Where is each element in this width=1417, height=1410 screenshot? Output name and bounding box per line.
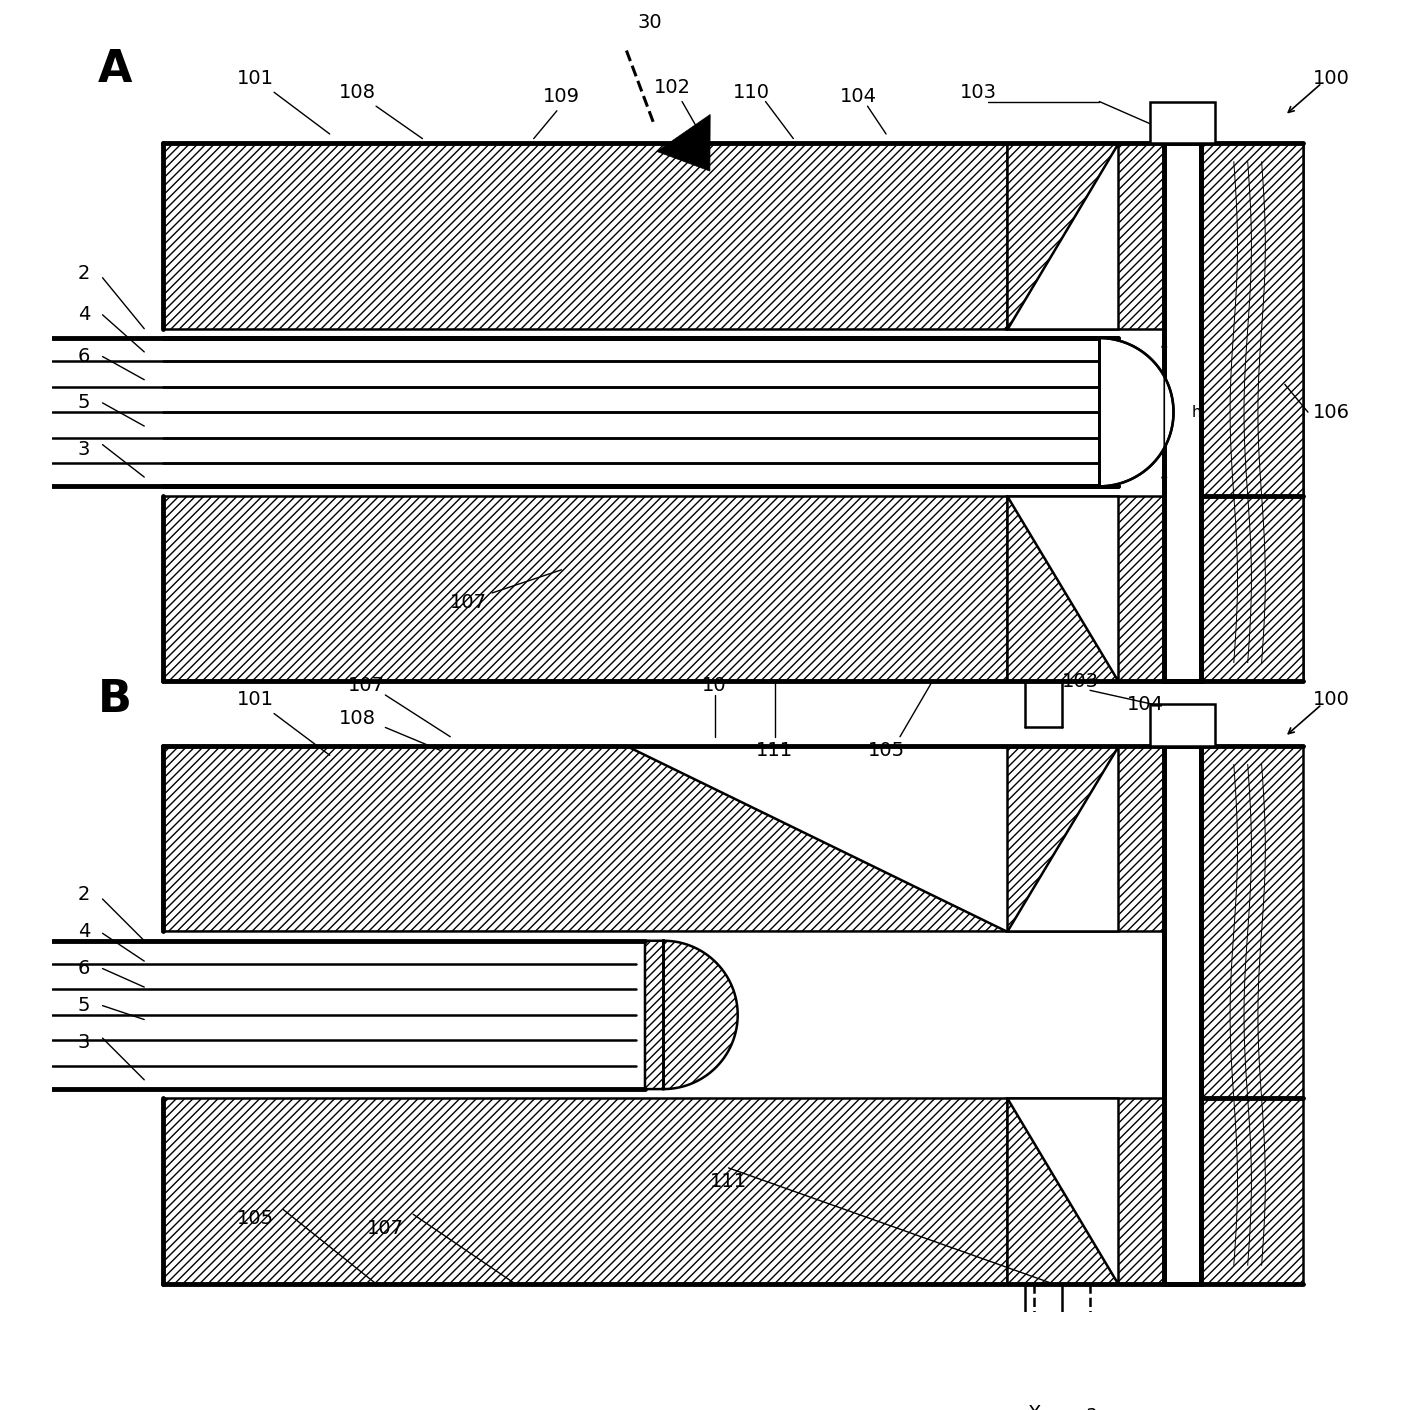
Polygon shape: [645, 940, 738, 1089]
Bar: [1006, 746, 1165, 932]
Polygon shape: [1006, 496, 1118, 681]
Text: 4: 4: [78, 306, 91, 324]
Bar: [1006, 496, 1165, 681]
Text: 108: 108: [339, 709, 376, 728]
Bar: [1165, 746, 1202, 1285]
Bar: [1006, 144, 1165, 329]
Text: 105: 105: [237, 1210, 273, 1228]
Bar: [1202, 144, 1304, 681]
Text: h: h: [1192, 405, 1202, 420]
Bar: [1202, 144, 1304, 681]
Text: 6: 6: [78, 347, 91, 367]
Text: 102: 102: [655, 78, 691, 97]
Bar: [163, 1098, 1006, 1285]
Text: 103: 103: [1063, 671, 1100, 691]
Text: 106: 106: [1312, 403, 1349, 422]
Text: 5: 5: [78, 393, 91, 412]
Text: 108: 108: [339, 83, 376, 102]
Text: 107: 107: [367, 1218, 404, 1238]
Bar: [163, 940, 645, 1089]
Bar: [1151, 102, 1216, 144]
Text: 6: 6: [78, 959, 91, 979]
Polygon shape: [1006, 1098, 1118, 1285]
Text: 101: 101: [237, 69, 273, 87]
Text: 110: 110: [733, 83, 769, 102]
Bar: [163, 144, 1006, 329]
Text: X: X: [1027, 1404, 1041, 1410]
Text: 109: 109: [543, 87, 580, 106]
Text: B: B: [98, 678, 132, 721]
Polygon shape: [1006, 144, 1118, 329]
Text: A: A: [98, 48, 132, 90]
Text: 107: 107: [451, 592, 487, 612]
Bar: [1202, 746, 1304, 1285]
Text: 104: 104: [1127, 695, 1165, 713]
Text: 3: 3: [78, 440, 91, 458]
Text: 100: 100: [1312, 69, 1349, 87]
Polygon shape: [1006, 746, 1118, 932]
Text: 2: 2: [78, 264, 91, 282]
Text: 111: 111: [757, 742, 794, 760]
Text: 30: 30: [638, 13, 662, 32]
Text: 104: 104: [840, 87, 877, 106]
Bar: [1006, 1098, 1165, 1285]
Text: 10: 10: [703, 677, 727, 695]
Text: 5: 5: [78, 995, 91, 1015]
Text: 101: 101: [237, 689, 273, 709]
Text: 103: 103: [961, 83, 998, 102]
Bar: [1165, 144, 1202, 681]
Text: 105: 105: [867, 742, 904, 760]
Bar: [1151, 704, 1216, 746]
Polygon shape: [657, 114, 710, 171]
Polygon shape: [163, 746, 1006, 932]
Bar: [163, 338, 1006, 486]
Text: 2: 2: [78, 885, 91, 904]
Text: 3: 3: [78, 1034, 91, 1052]
Text: 100: 100: [1312, 689, 1349, 709]
Text: 107: 107: [349, 677, 385, 695]
Polygon shape: [1100, 338, 1173, 486]
Bar: [163, 496, 1006, 681]
Text: a: a: [1084, 1404, 1097, 1410]
Text: 4: 4: [78, 922, 91, 940]
Text: 111: 111: [710, 1172, 747, 1191]
